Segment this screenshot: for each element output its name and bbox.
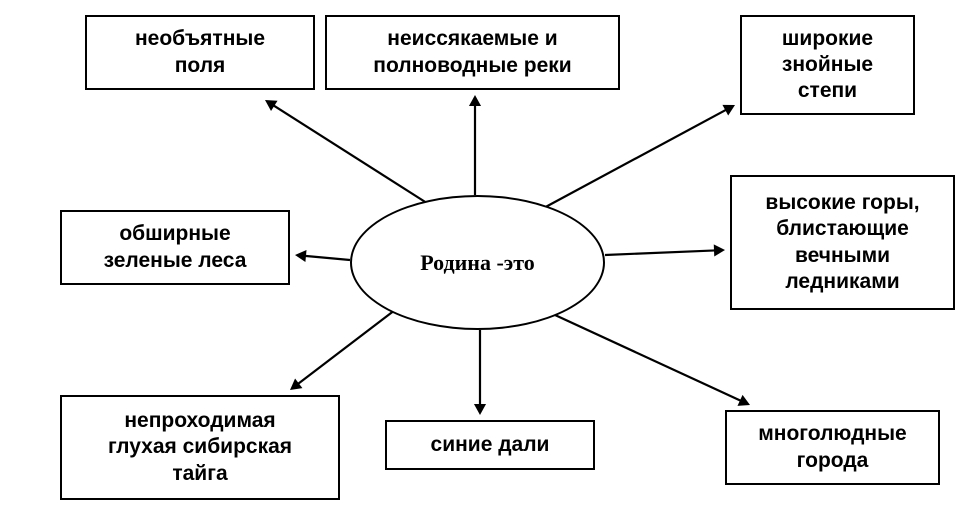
edge-line <box>305 256 350 260</box>
node-blue: синие дали <box>385 420 595 470</box>
edge-arrowhead <box>737 395 750 406</box>
edge-line <box>540 110 726 210</box>
node-label: многолюдныегорода <box>758 421 906 474</box>
node-label: необъятныеполя <box>135 26 265 79</box>
node-rivers: неиссякаемые иполноводные реки <box>325 15 620 90</box>
edge-line <box>555 315 741 401</box>
node-taiga: непроходимаяглухая сибирскаятайга <box>60 395 340 500</box>
edge-line <box>298 310 395 384</box>
node-cities: многолюдныегорода <box>725 410 940 485</box>
edge-arrowhead <box>474 404 486 415</box>
edge-arrowhead <box>469 95 481 106</box>
node-label: обширныезеленые леса <box>104 221 247 274</box>
node-label: непроходимаяглухая сибирскаятайга <box>108 408 292 487</box>
edge-arrowhead <box>265 100 278 111</box>
node-label: синие дали <box>431 432 550 458</box>
edge-line <box>273 105 430 205</box>
diagram-container: Родина -это необъятныеполя неиссякаемые ип… <box>0 0 971 530</box>
edge-arrowhead <box>714 244 725 256</box>
node-label: неиссякаемые иполноводные реки <box>373 26 571 79</box>
node-steppes: широкиезнойныестепи <box>740 15 915 115</box>
edge-arrowhead <box>295 250 307 262</box>
node-label: широкиезнойныестепи <box>782 26 873 105</box>
node-mountains: высокие горы,блистающиевечнымиледниками <box>730 175 955 310</box>
node-forests: обширныезеленые леса <box>60 210 290 285</box>
edge-arrowhead <box>290 379 302 390</box>
center-label: Родина -это <box>420 250 535 276</box>
center-node: Родина -это <box>350 195 605 330</box>
edge-line <box>605 250 715 255</box>
edge-arrowhead <box>722 105 735 116</box>
node-fields: необъятныеполя <box>85 15 315 90</box>
node-label: высокие горы,блистающиевечнымиледниками <box>765 190 919 295</box>
